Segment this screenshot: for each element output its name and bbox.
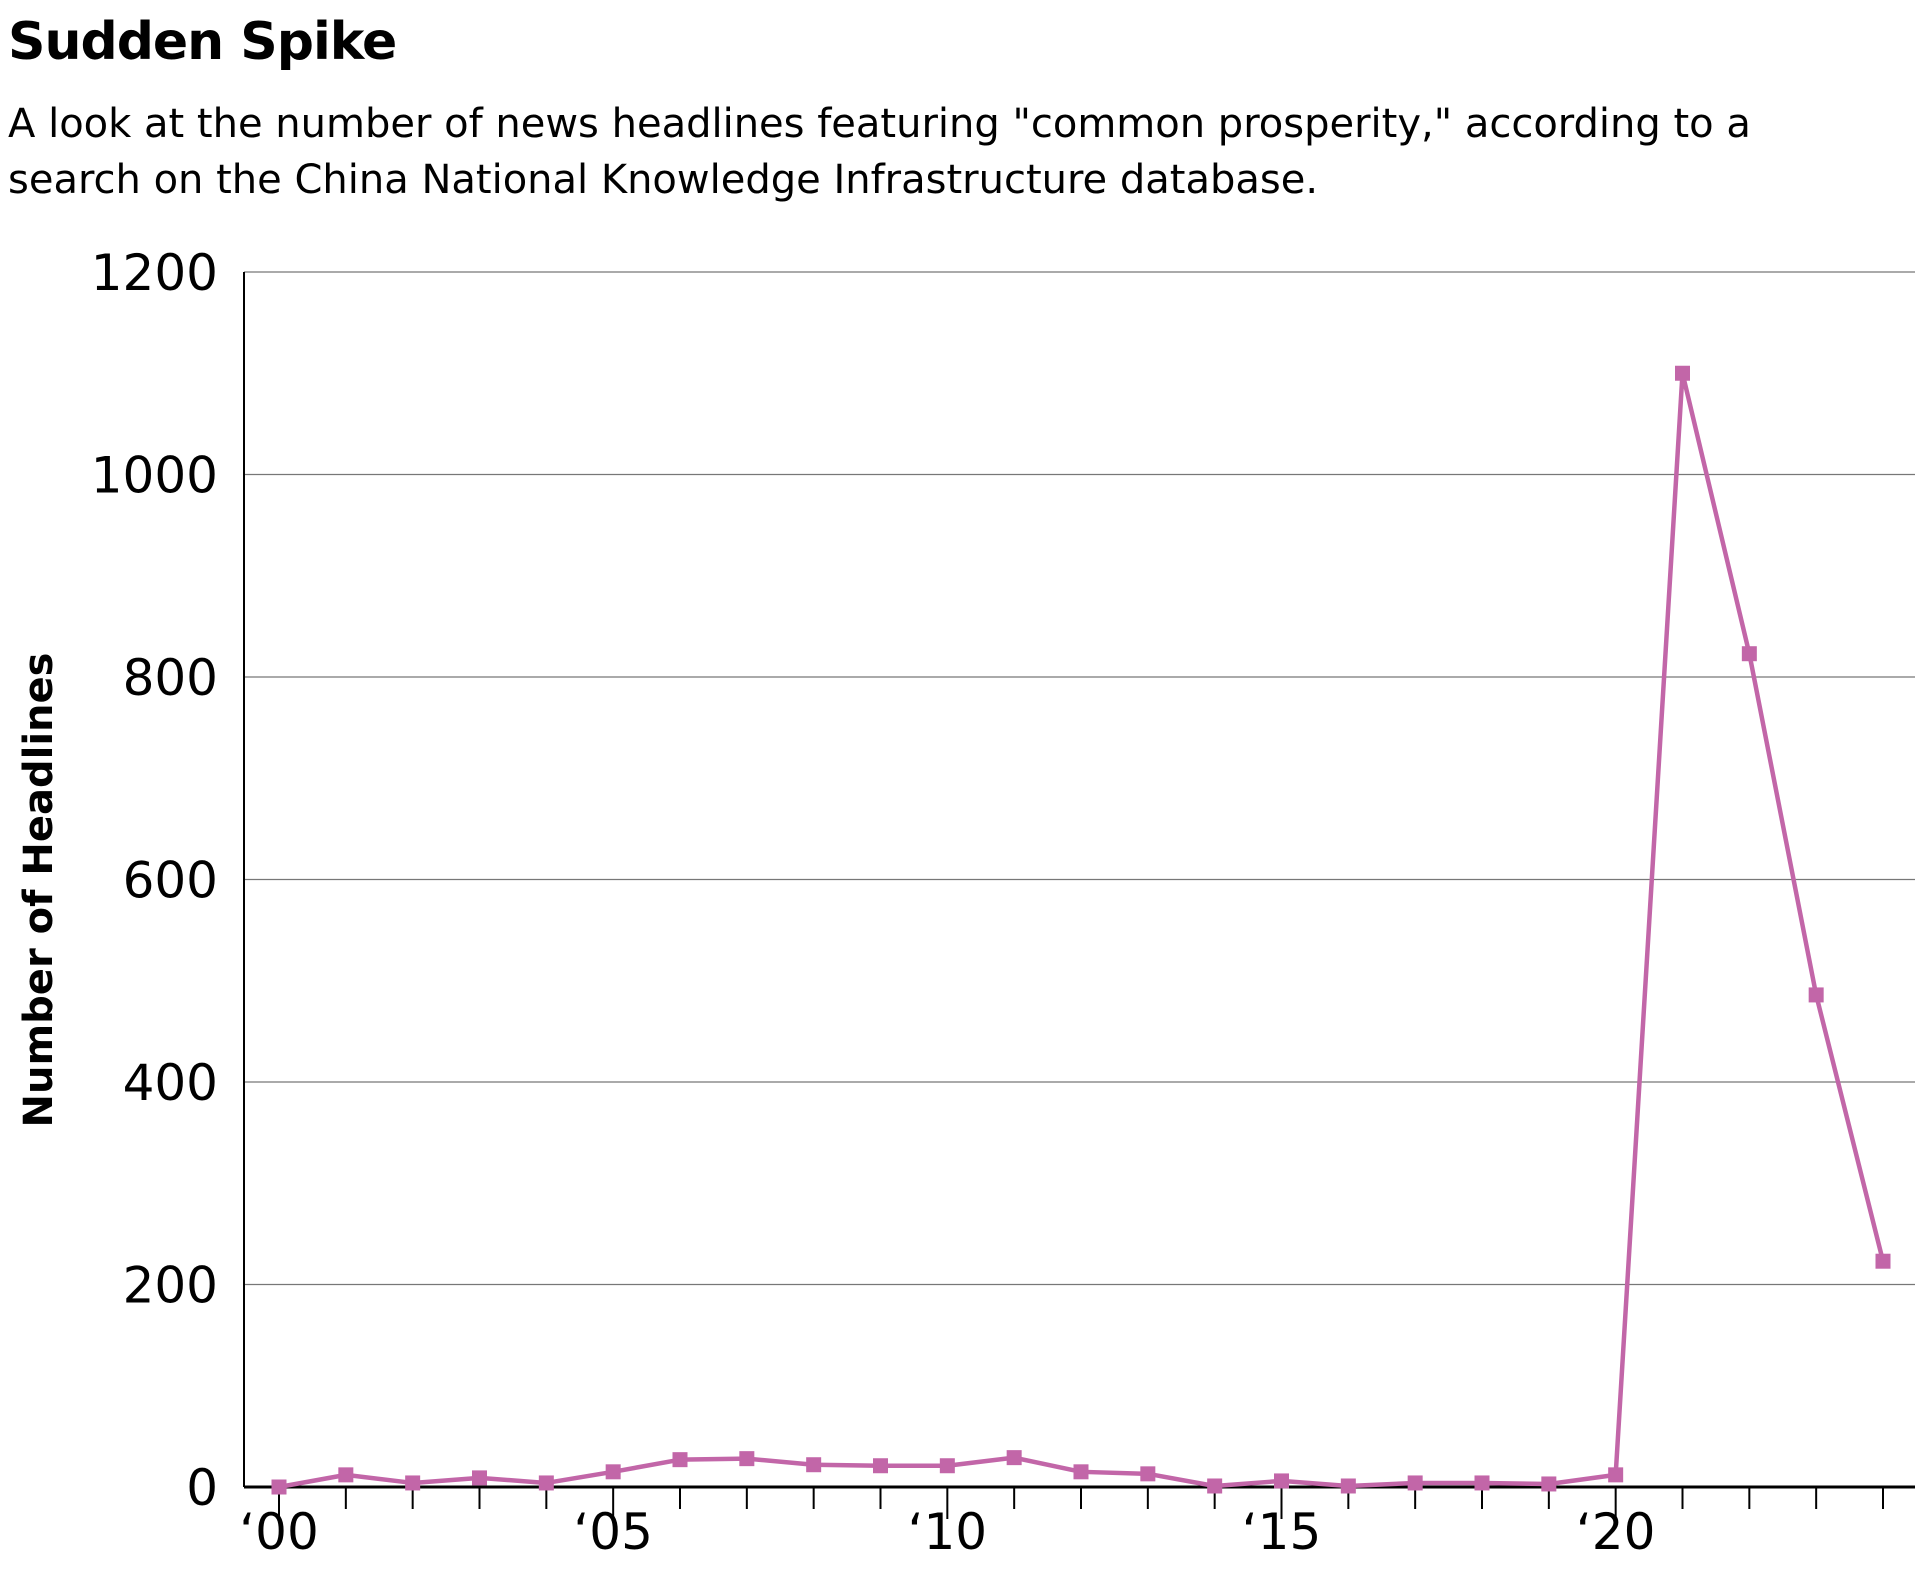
data-point-marker bbox=[1140, 1466, 1156, 1482]
x-tick-label: ‘05 bbox=[573, 1503, 653, 1561]
y-tick-label: 1200 bbox=[91, 244, 218, 302]
data-point-marker bbox=[1407, 1475, 1423, 1491]
data-point-marker bbox=[1741, 646, 1757, 662]
data-point-marker bbox=[739, 1451, 755, 1467]
data-point-marker bbox=[405, 1475, 421, 1491]
y-tick-label: 400 bbox=[123, 1054, 218, 1112]
data-point-marker bbox=[538, 1475, 554, 1491]
data-point-marker bbox=[338, 1467, 354, 1483]
x-tick-label: ‘15 bbox=[1242, 1503, 1322, 1561]
data-point-marker bbox=[1875, 1253, 1891, 1269]
gridlines bbox=[244, 271, 1915, 1286]
x-tick-label: ‘20 bbox=[1576, 1503, 1656, 1561]
data-point-marker bbox=[672, 1452, 688, 1468]
x-tick-label: ‘10 bbox=[908, 1503, 988, 1561]
x-axis: ‘00 ‘05 ‘10 ‘15 ‘20 bbox=[239, 272, 1915, 1561]
y-tick-label: 600 bbox=[123, 852, 218, 910]
chart-title: Sudden Spike bbox=[8, 12, 397, 72]
y-tick-label: 1000 bbox=[91, 447, 218, 505]
data-point-marker bbox=[1541, 1476, 1557, 1492]
y-tick-label: 800 bbox=[123, 649, 218, 707]
y-tick-label: 0 bbox=[186, 1459, 218, 1517]
data-point-marker bbox=[1608, 1467, 1624, 1483]
y-tick-label: 200 bbox=[123, 1257, 218, 1315]
data-point-marker bbox=[1274, 1473, 1289, 1489]
y-axis-label: Number of Headlines bbox=[16, 653, 62, 1128]
x-tick-label: ‘00 bbox=[239, 1503, 319, 1561]
data-point-marker bbox=[605, 1464, 621, 1480]
data-point-marker bbox=[1207, 1478, 1223, 1494]
chart-subtitle: A look at the number of news headlines f… bbox=[8, 101, 1751, 203]
data-point-marker bbox=[873, 1458, 888, 1474]
series-line bbox=[278, 371, 1886, 1490]
data-point-marker bbox=[472, 1470, 487, 1486]
data-point-marker bbox=[271, 1479, 287, 1495]
series-headlines bbox=[271, 365, 1891, 1495]
data-point-marker bbox=[1474, 1475, 1490, 1491]
data-point-marker bbox=[1808, 987, 1824, 1003]
y-tick-labels: 0 200 400 600 800 1000 1200 bbox=[91, 244, 218, 1517]
data-point-marker bbox=[1073, 1464, 1089, 1480]
data-point-marker bbox=[1006, 1450, 1022, 1466]
data-point-marker bbox=[1340, 1478, 1356, 1494]
data-point-marker bbox=[806, 1457, 822, 1473]
data-point-marker bbox=[1675, 365, 1690, 381]
data-point-marker bbox=[939, 1458, 955, 1474]
